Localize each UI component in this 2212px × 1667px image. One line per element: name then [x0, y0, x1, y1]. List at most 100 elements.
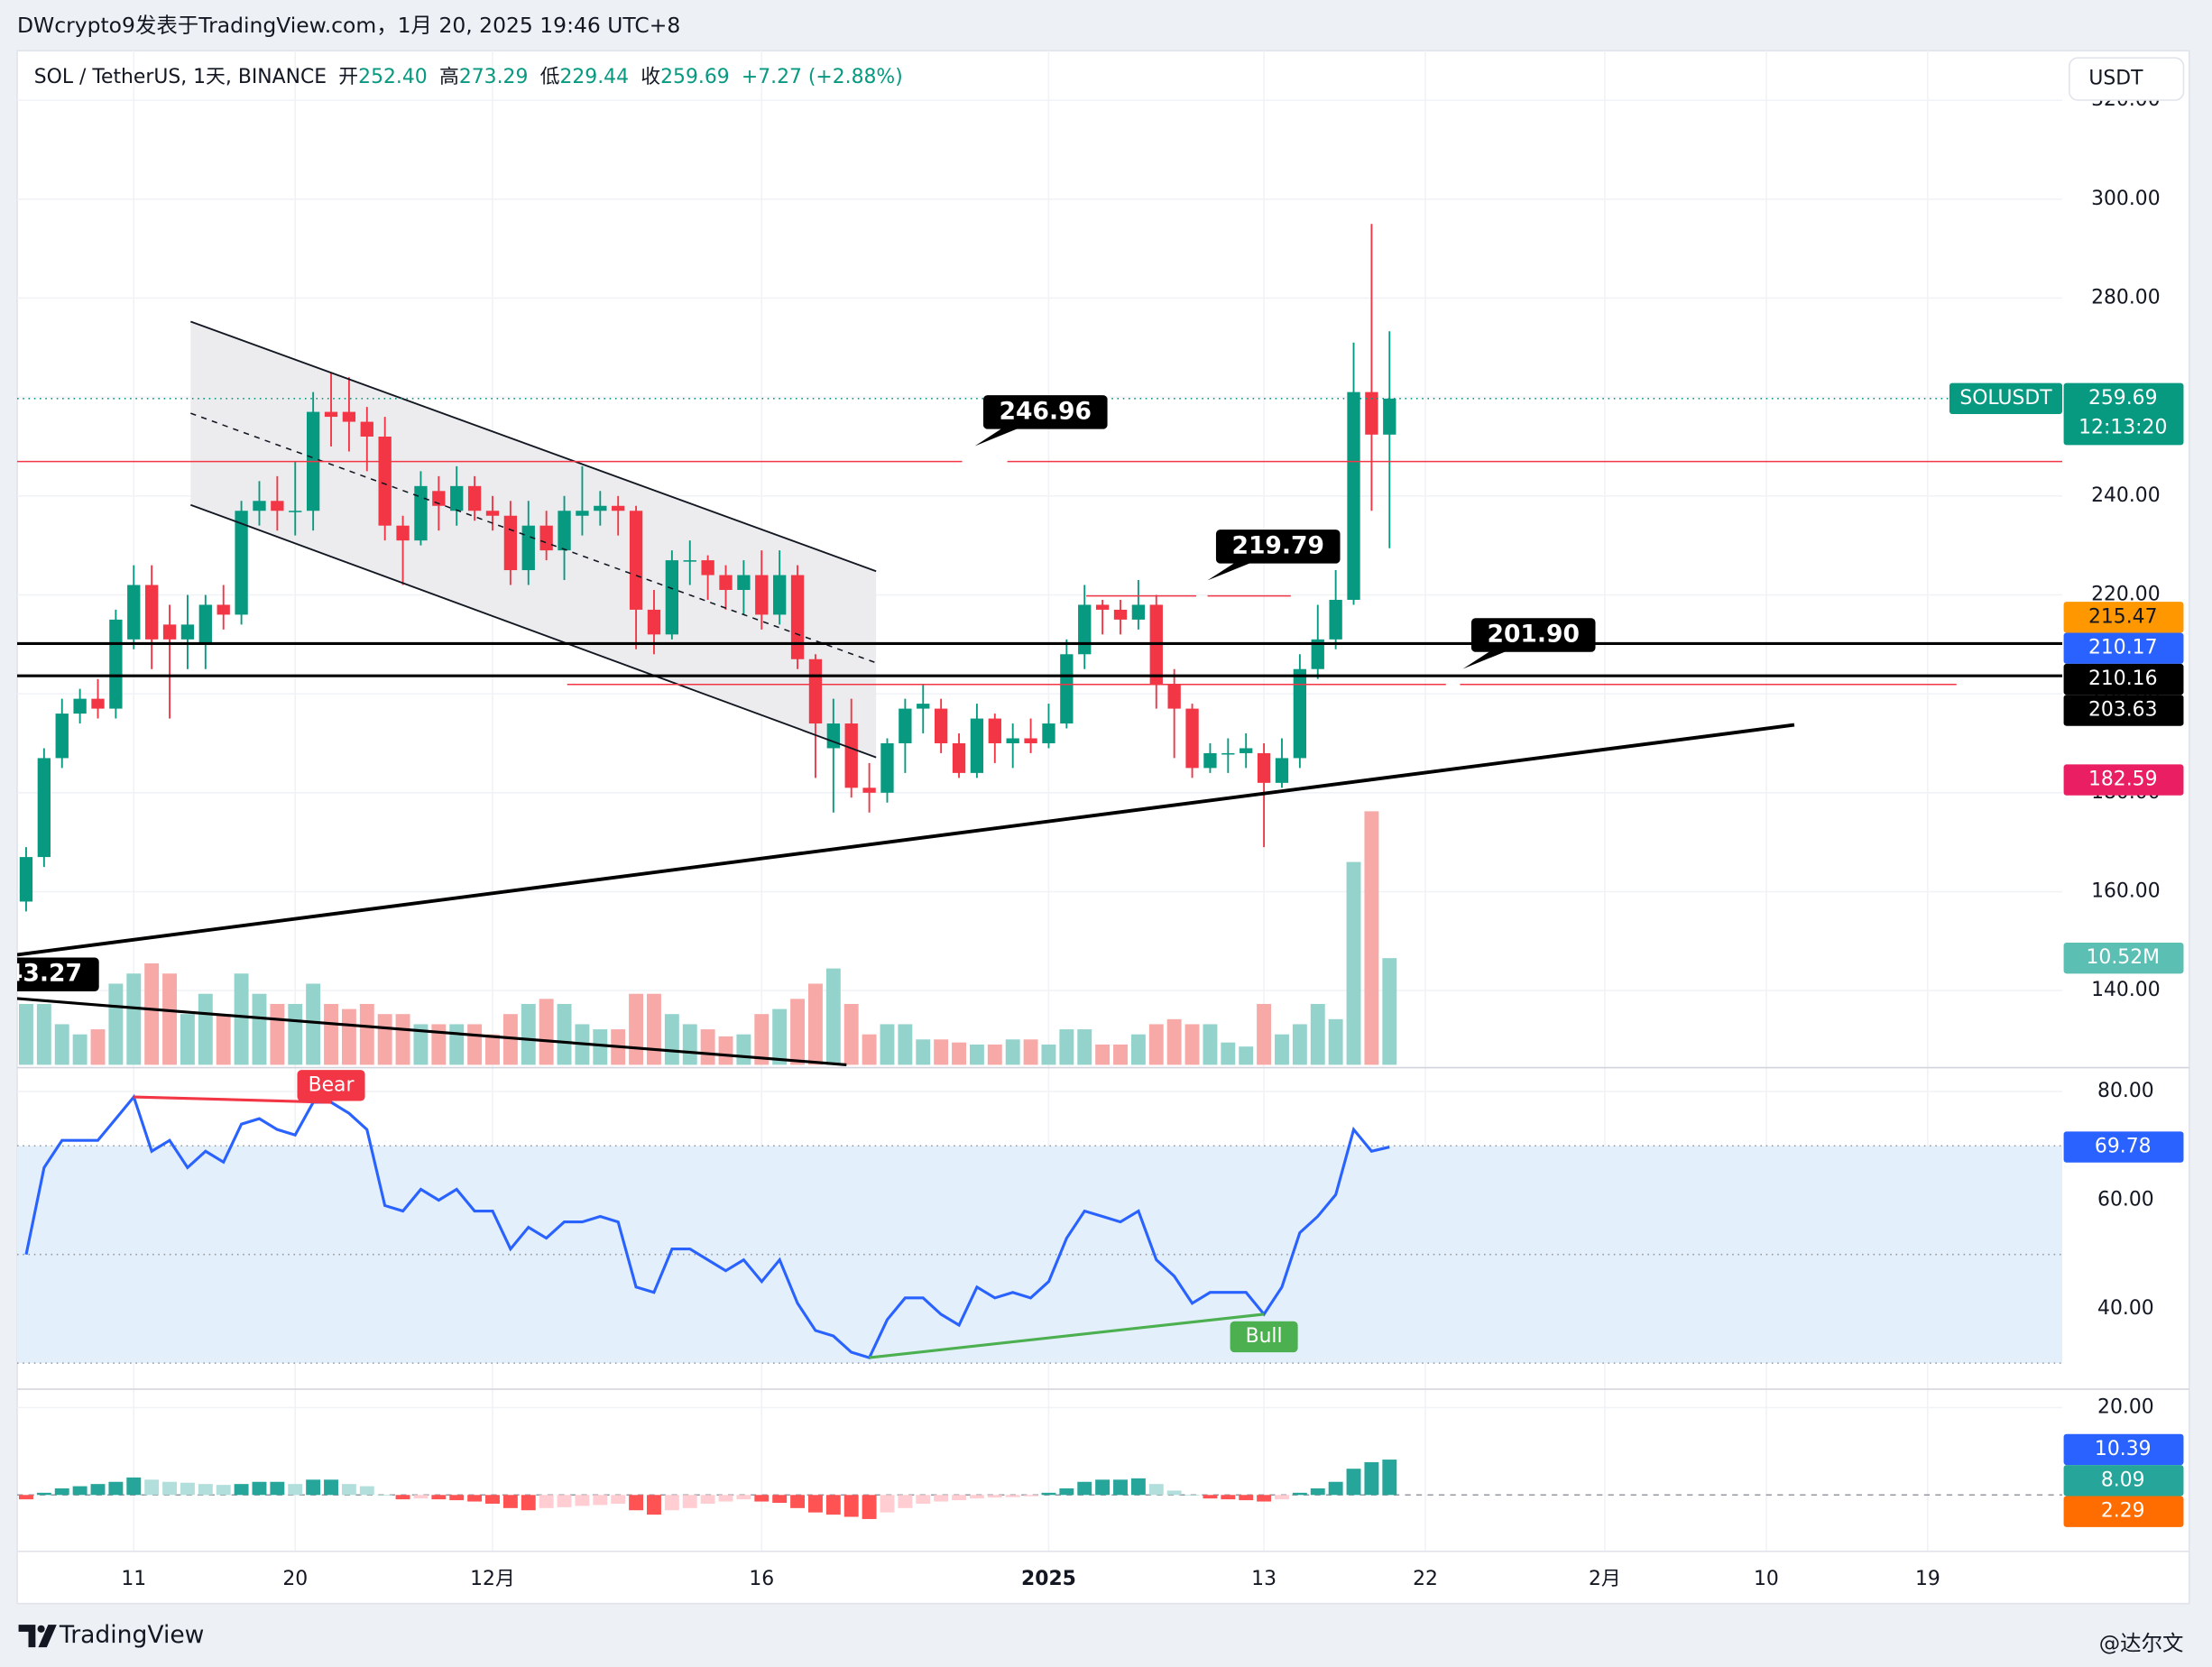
volume-bar	[288, 1003, 303, 1065]
price-tag	[2063, 602, 2184, 633]
histogram-bar	[664, 1495, 679, 1511]
histogram-bar	[1148, 1484, 1164, 1496]
volume-bar	[916, 1039, 931, 1065]
histogram-bar	[1005, 1495, 1020, 1497]
candle-body	[1203, 752, 1217, 769]
histogram-bar	[700, 1495, 715, 1504]
price-tag	[2063, 632, 2184, 664]
candle-body	[612, 505, 625, 511]
volume-bar	[324, 1003, 338, 1065]
quote-name: 收	[641, 66, 660, 88]
histogram-bar	[843, 1495, 859, 1517]
histogram-bar	[1059, 1488, 1074, 1496]
histogram-bar	[1113, 1479, 1128, 1496]
symbol-tag-label: SOLUSDT	[1959, 387, 2052, 410]
y-tick-label: 60.00	[2097, 1188, 2154, 1211]
price-tag-label: 10.52M	[2086, 946, 2160, 969]
volume-bar	[1023, 1039, 1038, 1065]
volume-bar	[647, 993, 661, 1065]
callout-pointer	[974, 428, 1020, 447]
callout-pointer	[1207, 562, 1253, 581]
price-tag-label: 69.78	[2095, 1136, 2152, 1158]
volume-bar	[198, 993, 213, 1065]
caption: DWcrypto9发表于TradingView.com，1月 20, 2025 …	[17, 13, 680, 38]
volume-bar	[664, 1014, 679, 1065]
volume-bar	[1184, 1024, 1200, 1065]
histogram-bar	[736, 1495, 751, 1500]
volume-bar	[754, 1014, 770, 1065]
volume-bar	[72, 1034, 88, 1065]
x-tick-label: 2025	[1021, 1568, 1076, 1590]
volume-bar	[126, 973, 142, 1065]
divergence-label-box	[1230, 1321, 1298, 1353]
volume-bar	[843, 1003, 859, 1065]
price-tag-label: 210.16	[2088, 668, 2158, 690]
candle-body	[91, 698, 105, 709]
candle-body	[701, 560, 714, 576]
currency[interactable]: USDT	[2088, 68, 2143, 90]
volume-bar	[1239, 1046, 1254, 1065]
currency-button[interactable]	[2069, 57, 2185, 101]
histogram-bar	[1166, 1490, 1182, 1496]
candle-body	[594, 505, 607, 511]
callout-label: 143.27	[0, 960, 82, 988]
divergence-label: Bear	[309, 1073, 355, 1096]
histogram-bar	[987, 1495, 1002, 1498]
histogram-bar	[1382, 1460, 1397, 1496]
candle-body	[342, 411, 356, 422]
histogram-bar	[1041, 1492, 1056, 1496]
histogram-bar	[306, 1479, 321, 1496]
x-tick-label: 12月	[470, 1568, 515, 1590]
volume-bar	[1257, 1003, 1272, 1065]
volume-bar	[431, 1024, 447, 1065]
histogram-bar	[413, 1495, 429, 1499]
price-tag-label: 2.29	[2101, 1500, 2145, 1523]
change: +7.27 (+2.88%)	[742, 66, 903, 88]
candle-body	[271, 501, 284, 511]
volume-bar	[1364, 811, 1379, 1065]
volume-bar	[162, 973, 178, 1065]
candle-body	[109, 619, 123, 709]
histogram-bar	[557, 1495, 572, 1507]
candle-body	[253, 501, 266, 511]
volume-bar	[1221, 1042, 1236, 1065]
price-tag	[2063, 382, 2184, 446]
histogram-bar	[72, 1486, 88, 1496]
price-tag	[2063, 1496, 2184, 1527]
volume-bar	[180, 1014, 195, 1065]
volume-bar	[772, 1008, 788, 1065]
callout-box	[1470, 618, 1596, 652]
grid	[17, 51, 2063, 1552]
histogram-bar	[234, 1484, 249, 1496]
price-tag	[2063, 1131, 2184, 1163]
candle-body	[217, 604, 230, 615]
volume-bar	[1148, 1024, 1164, 1065]
histogram-bar	[180, 1482, 195, 1496]
candle-body	[198, 604, 212, 645]
volume-bar	[467, 1024, 483, 1065]
candle-body	[1113, 609, 1128, 620]
volume-bar	[359, 1003, 374, 1065]
histogram-bar	[288, 1484, 303, 1496]
volume-bar	[1113, 1044, 1128, 1065]
candle-body	[719, 575, 733, 590]
candle-body	[1078, 604, 1092, 655]
quote-value: 273.29	[459, 66, 529, 88]
candle-body	[826, 723, 840, 749]
volume-bar	[377, 1014, 392, 1065]
brand-logo	[18, 1625, 57, 1648]
candle-body	[1383, 398, 1396, 435]
histogram-bar	[1310, 1488, 1325, 1496]
candle-body	[162, 624, 177, 640]
candle-body	[1240, 748, 1253, 753]
candle-body	[1060, 654, 1074, 724]
histogram-bar	[629, 1495, 644, 1511]
histogram-bar	[521, 1495, 536, 1511]
channel-top	[189, 320, 877, 573]
symbol: SOL / TetherUS, 1天, BINANCE	[34, 66, 327, 88]
candle-body	[1042, 723, 1055, 743]
histogram-bar	[90, 1484, 106, 1496]
candle-body	[576, 511, 589, 516]
histogram-bar	[952, 1495, 966, 1501]
volume-bar	[1275, 1034, 1289, 1065]
